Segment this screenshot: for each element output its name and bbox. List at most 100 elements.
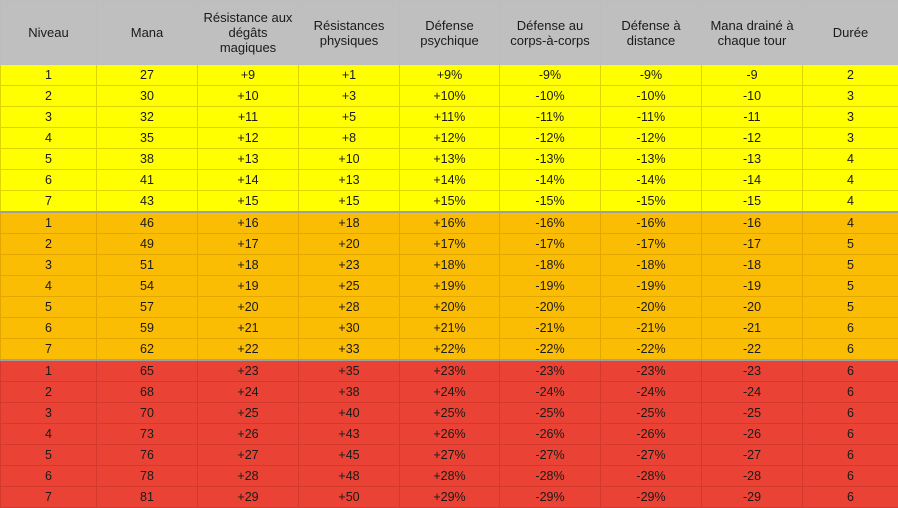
cell-duration: 4 (803, 170, 898, 191)
cell-ranged-defense: -18% (601, 255, 702, 276)
cell-ranged-defense: -13% (601, 149, 702, 170)
header-mana: Mana (97, 1, 198, 65)
cell-mana: 49 (97, 234, 198, 255)
header-psychic-defense: Défense psychique (400, 1, 500, 65)
cell-mana-drain: -24 (702, 382, 803, 403)
cell-magic-resistance: +28 (198, 466, 299, 487)
cell-melee-defense: -19% (500, 276, 601, 297)
cell-physical-resistance: +50 (299, 487, 400, 508)
cell-melee-defense: -11% (500, 107, 601, 128)
cell-mana-drain: -12 (702, 128, 803, 149)
cell-niveau: 4 (1, 276, 97, 297)
cell-ranged-defense: -9% (601, 65, 702, 86)
cell-duration: 3 (803, 86, 898, 107)
cell-mana-drain: -28 (702, 466, 803, 487)
cell-mana: 68 (97, 382, 198, 403)
cell-melee-defense: -20% (500, 297, 601, 318)
cell-physical-resistance: +25 (299, 276, 400, 297)
cell-ranged-defense: -28% (601, 466, 702, 487)
cell-niveau: 1 (1, 360, 97, 382)
cell-physical-resistance: +40 (299, 403, 400, 424)
cell-niveau: 3 (1, 107, 97, 128)
cell-duration: 6 (803, 487, 898, 508)
cell-melee-defense: -10% (500, 86, 601, 107)
cell-psychic-defense: +29% (400, 487, 500, 508)
cell-mana-drain: -26 (702, 424, 803, 445)
cell-ranged-defense: -20% (601, 297, 702, 318)
cell-niveau: 3 (1, 255, 97, 276)
cell-duration: 6 (803, 318, 898, 339)
cell-melee-defense: -9% (500, 65, 601, 86)
cell-mana: 32 (97, 107, 198, 128)
cell-mana: 27 (97, 65, 198, 86)
cell-niveau: 7 (1, 339, 97, 361)
cell-mana: 59 (97, 318, 198, 339)
cell-psychic-defense: +24% (400, 382, 500, 403)
cell-magic-resistance: +9 (198, 65, 299, 86)
table-header: Niveau Mana Résistance aux dégâts magiqu… (1, 1, 898, 65)
cell-ranged-defense: -21% (601, 318, 702, 339)
cell-psychic-defense: +21% (400, 318, 500, 339)
cell-ranged-defense: -24% (601, 382, 702, 403)
cell-mana: 62 (97, 339, 198, 361)
cell-magic-resistance: +21 (198, 318, 299, 339)
cell-ranged-defense: -16% (601, 212, 702, 234)
cell-psychic-defense: +18% (400, 255, 500, 276)
cell-physical-resistance: +28 (299, 297, 400, 318)
cell-magic-resistance: +11 (198, 107, 299, 128)
cell-physical-resistance: +38 (299, 382, 400, 403)
cell-magic-resistance: +25 (198, 403, 299, 424)
cell-physical-resistance: +33 (299, 339, 400, 361)
cell-melee-defense: -23% (500, 360, 601, 382)
cell-magic-resistance: +14 (198, 170, 299, 191)
cell-niveau: 6 (1, 318, 97, 339)
cell-psychic-defense: +9% (400, 65, 500, 86)
cell-psychic-defense: +10% (400, 86, 500, 107)
cell-ranged-defense: -19% (601, 276, 702, 297)
cell-niveau: 1 (1, 65, 97, 86)
cell-niveau: 5 (1, 445, 97, 466)
cell-melee-defense: -25% (500, 403, 601, 424)
cell-melee-defense: -15% (500, 191, 601, 213)
cell-mana-drain: -20 (702, 297, 803, 318)
cell-melee-defense: -29% (500, 487, 601, 508)
cell-niveau: 5 (1, 149, 97, 170)
cell-niveau: 6 (1, 466, 97, 487)
cell-ranged-defense: -27% (601, 445, 702, 466)
cell-magic-resistance: +26 (198, 424, 299, 445)
cell-magic-resistance: +13 (198, 149, 299, 170)
cell-mana-drain: -27 (702, 445, 803, 466)
cell-mana-drain: -29 (702, 487, 803, 508)
cell-mana: 81 (97, 487, 198, 508)
cell-ranged-defense: -26% (601, 424, 702, 445)
cell-ranged-defense: -17% (601, 234, 702, 255)
cell-melee-defense: -26% (500, 424, 601, 445)
cell-mana-drain: -18 (702, 255, 803, 276)
cell-niveau: 4 (1, 128, 97, 149)
cell-ranged-defense: -15% (601, 191, 702, 213)
cell-magic-resistance: +16 (198, 212, 299, 234)
cell-mana-drain: -19 (702, 276, 803, 297)
cell-mana-drain: -16 (702, 212, 803, 234)
cell-psychic-defense: +16% (400, 212, 500, 234)
cell-magic-resistance: +23 (198, 360, 299, 382)
cell-magic-resistance: +12 (198, 128, 299, 149)
cell-niveau: 2 (1, 86, 97, 107)
cell-duration: 5 (803, 276, 898, 297)
cell-physical-resistance: +48 (299, 466, 400, 487)
cell-mana: 46 (97, 212, 198, 234)
cell-mana: 51 (97, 255, 198, 276)
cell-duration: 5 (803, 234, 898, 255)
cell-melee-defense: -16% (500, 212, 601, 234)
